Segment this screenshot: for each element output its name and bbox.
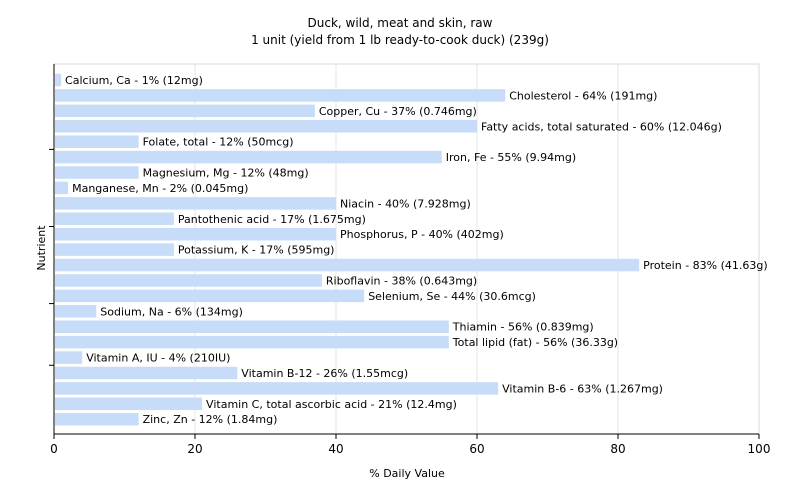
bar	[55, 397, 203, 411]
bars: Calcium, Ca - 1% (12mg) Cholesterol - 64%…	[55, 73, 768, 426]
bar-label: Zinc, Zn - 12% (1.84mg)	[143, 413, 278, 426]
bar-group: Copper, Cu - 37% (0.746mg)	[55, 104, 477, 118]
bar-group: Protein - 83% (41.63g)	[55, 258, 768, 272]
x-tick-label: 20	[187, 442, 202, 456]
y-axis-title: Nutrient	[35, 225, 48, 271]
bar-label: Manganese, Mn - 2% (0.045mg)	[72, 182, 248, 195]
bar	[55, 135, 139, 148]
bar	[55, 89, 506, 102]
bar-group: Niacin - 40% (7.928mg)	[55, 197, 471, 210]
chart-title: Duck, wild, meat and skin, raw	[308, 16, 493, 30]
bar	[55, 150, 442, 164]
bar-group: Pantothenic acid - 17% (1.675mg)	[55, 212, 366, 226]
bar-label: Vitamin A, IU - 4% (210IU)	[86, 352, 230, 365]
bar-label: Thiamin - 56% (0.839mg)	[452, 321, 594, 334]
bar-group: Magnesium, Mg - 12% (48mg)	[55, 166, 309, 180]
x-tick-label: 40	[328, 442, 343, 456]
bar	[55, 197, 336, 210]
bar-label: Vitamin C, total ascorbic acid - 21% (12…	[206, 398, 457, 411]
x-tick-labels: 0 20 40 60 80 100	[50, 442, 770, 456]
bar-label: Fatty acids, total saturated - 60% (12.0…	[481, 120, 722, 133]
bar-label: Folate, total - 12% (50mcg)	[143, 136, 294, 149]
bar-label: Calcium, Ca - 1% (12mg)	[65, 74, 203, 87]
bar	[55, 104, 315, 118]
bar	[55, 181, 69, 195]
bar	[55, 258, 640, 272]
bar	[55, 120, 477, 133]
bar	[55, 382, 499, 395]
x-axis-title: % Daily Value	[369, 467, 445, 480]
bar-label: Niacin - 40% (7.928mg)	[340, 197, 471, 210]
bar	[55, 243, 174, 256]
bar	[55, 351, 83, 364]
x-tick-label: 60	[469, 442, 484, 456]
bar-group: Potassium, K - 17% (595mg)	[55, 243, 335, 257]
bar-group: Vitamin C, total ascorbic acid - 21% (12…	[55, 397, 457, 411]
bar-label: Pantothenic acid - 17% (1.675mg)	[178, 213, 366, 226]
bar-label: Vitamin B-6 - 63% (1.267mg)	[502, 382, 663, 395]
bar-group: Total lipid (fat) - 56% (36.33g)	[55, 335, 618, 349]
bar	[55, 335, 449, 349]
bar-group: Thiamin - 56% (0.839mg)	[55, 320, 594, 334]
bar-label: Selenium, Se - 44% (30.6mcg)	[368, 290, 536, 303]
bar	[55, 412, 139, 426]
bar-group: Riboflavin - 38% (0.643mg)	[55, 274, 477, 287]
bar	[55, 320, 449, 333]
bar	[55, 274, 322, 287]
x-tick-label: 80	[610, 442, 625, 456]
bar-group: Vitamin B-12 - 26% (1.55mcg)	[55, 366, 408, 380]
bar-label: Copper, Cu - 37% (0.746mg)	[319, 105, 477, 118]
bar-group: Sodium, Na - 6% (134mg)	[55, 305, 243, 318]
bar-label: Iron, Fe - 55% (9.94mg)	[446, 151, 576, 164]
bar-group: Vitamin A, IU - 4% (210IU)	[55, 351, 230, 365]
bar	[55, 289, 365, 303]
bar-label: Potassium, K - 17% (595mg)	[178, 244, 335, 257]
bar	[55, 227, 336, 241]
bar-label: Cholesterol - 64% (191mg)	[509, 89, 657, 102]
bar	[55, 73, 62, 87]
x-tick-label: 0	[50, 442, 58, 456]
bar-label: Phosphorus, P - 40% (402mg)	[340, 228, 504, 241]
bar-group: Manganese, Mn - 2% (0.045mg)	[55, 181, 248, 195]
bar-label: Riboflavin - 38% (0.643mg)	[326, 274, 477, 287]
bar-group: Calcium, Ca - 1% (12mg)	[55, 73, 203, 87]
bar-label: Protein - 83% (41.63g)	[643, 259, 768, 272]
bar	[55, 366, 238, 380]
bar-group: Zinc, Zn - 12% (1.84mg)	[55, 412, 278, 426]
bar-group: Vitamin B-6 - 63% (1.267mg)	[55, 382, 663, 395]
bar-label: Total lipid (fat) - 56% (36.33g)	[452, 336, 618, 349]
bar-label: Sodium, Na - 6% (134mg)	[100, 305, 243, 318]
x-tick-label: 100	[748, 442, 771, 456]
bar	[55, 166, 139, 179]
bar	[55, 212, 174, 226]
bar-group: Cholesterol - 64% (191mg)	[55, 89, 657, 102]
bar-label: Magnesium, Mg - 12% (48mg)	[143, 167, 309, 180]
bar-group: Iron, Fe - 55% (9.94mg)	[55, 150, 576, 164]
bar-group: Phosphorus, P - 40% (402mg)	[55, 227, 504, 241]
bar-label: Vitamin B-12 - 26% (1.55mcg)	[241, 367, 408, 380]
bar-group: Fatty acids, total saturated - 60% (12.0…	[55, 120, 722, 133]
bar-group: Folate, total - 12% (50mcg)	[55, 135, 294, 149]
bar-group: Selenium, Se - 44% (30.6mcg)	[55, 289, 536, 303]
chart-subtitle: 1 unit (yield from 1 lb ready-to-cook du…	[251, 33, 549, 47]
bar	[55, 305, 97, 318]
axes	[49, 64, 760, 439]
